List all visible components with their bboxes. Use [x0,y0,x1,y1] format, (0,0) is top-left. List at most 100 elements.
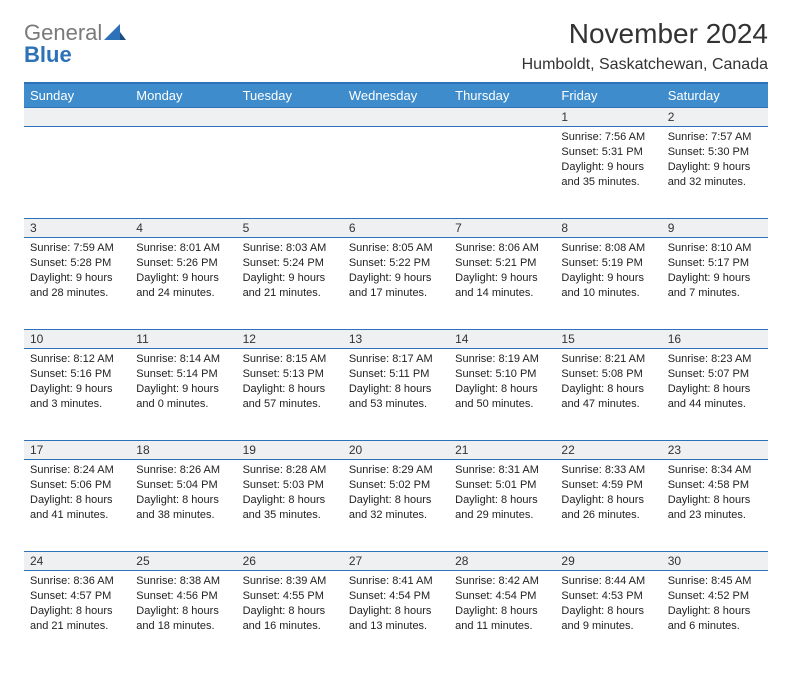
day-cell: Sunrise: 8:01 AMSunset: 5:26 PMDaylight:… [130,238,236,330]
day-cell: Sunrise: 8:42 AMSunset: 4:54 PMDaylight:… [449,571,555,663]
content-row: Sunrise: 8:36 AMSunset: 4:57 PMDaylight:… [24,571,768,663]
header: GeneralBlue November 2024 Humboldt, Sask… [24,18,768,74]
daylight-text: Daylight: 8 hours and 41 minutes. [30,493,124,523]
day-number [130,108,236,127]
daylight-text: Daylight: 9 hours and 32 minutes. [668,160,762,190]
daylight-text: Daylight: 8 hours and 44 minutes. [668,382,762,412]
sunrise-text: Sunrise: 8:24 AM [30,463,124,478]
day-cell: Sunrise: 8:28 AMSunset: 5:03 PMDaylight:… [237,460,343,552]
day-number: 30 [662,552,768,571]
daylight-text: Daylight: 8 hours and 38 minutes. [136,493,230,523]
day-cell: Sunrise: 8:29 AMSunset: 5:02 PMDaylight:… [343,460,449,552]
daylight-text: Daylight: 8 hours and 35 minutes. [243,493,337,523]
daynum-row: 10111213141516 [24,330,768,349]
sunset-text: Sunset: 4:54 PM [349,589,443,604]
sunrise-text: Sunrise: 8:12 AM [30,352,124,367]
day-header-row: Sunday Monday Tuesday Wednesday Thursday… [24,83,768,108]
daylight-text: Daylight: 9 hours and 3 minutes. [30,382,124,412]
day-cell: Sunrise: 8:06 AMSunset: 5:21 PMDaylight:… [449,238,555,330]
day-header: Tuesday [237,83,343,108]
calendar-table: Sunday Monday Tuesday Wednesday Thursday… [24,82,768,663]
daylight-text: Daylight: 9 hours and 14 minutes. [455,271,549,301]
day-number: 28 [449,552,555,571]
day-cell: Sunrise: 8:41 AMSunset: 4:54 PMDaylight:… [343,571,449,663]
day-cell: Sunrise: 8:19 AMSunset: 5:10 PMDaylight:… [449,349,555,441]
day-number: 16 [662,330,768,349]
daylight-text: Daylight: 8 hours and 53 minutes. [349,382,443,412]
day-cell: Sunrise: 7:56 AMSunset: 5:31 PMDaylight:… [555,127,661,219]
sunrise-text: Sunrise: 8:08 AM [561,241,655,256]
daylight-text: Daylight: 9 hours and 21 minutes. [243,271,337,301]
daylight-text: Daylight: 9 hours and 0 minutes. [136,382,230,412]
sunrise-text: Sunrise: 8:10 AM [668,241,762,256]
day-number: 6 [343,219,449,238]
sunrise-text: Sunrise: 8:29 AM [349,463,443,478]
daylight-text: Daylight: 8 hours and 57 minutes. [243,382,337,412]
sunset-text: Sunset: 5:19 PM [561,256,655,271]
day-cell: Sunrise: 8:24 AMSunset: 5:06 PMDaylight:… [24,460,130,552]
sunset-text: Sunset: 5:02 PM [349,478,443,493]
daylight-text: Daylight: 9 hours and 10 minutes. [561,271,655,301]
sunrise-text: Sunrise: 8:05 AM [349,241,443,256]
sunrise-text: Sunrise: 8:14 AM [136,352,230,367]
sunset-text: Sunset: 5:30 PM [668,145,762,160]
daynum-row: 17181920212223 [24,441,768,460]
sunset-text: Sunset: 5:07 PM [668,367,762,382]
sunset-text: Sunset: 4:57 PM [30,589,124,604]
day-number: 22 [555,441,661,460]
sunset-text: Sunset: 5:16 PM [30,367,124,382]
sunrise-text: Sunrise: 8:06 AM [455,241,549,256]
day-cell: Sunrise: 8:23 AMSunset: 5:07 PMDaylight:… [662,349,768,441]
sunset-text: Sunset: 5:03 PM [243,478,337,493]
sunset-text: Sunset: 4:53 PM [561,589,655,604]
sunset-text: Sunset: 5:21 PM [455,256,549,271]
daylight-text: Daylight: 8 hours and 18 minutes. [136,604,230,634]
daylight-text: Daylight: 8 hours and 50 minutes. [455,382,549,412]
sunrise-text: Sunrise: 8:26 AM [136,463,230,478]
day-number: 25 [130,552,236,571]
day-number: 8 [555,219,661,238]
day-number [237,108,343,127]
sunset-text: Sunset: 4:56 PM [136,589,230,604]
daynum-row: 3456789 [24,219,768,238]
day-number: 14 [449,330,555,349]
day-number: 15 [555,330,661,349]
day-number [449,108,555,127]
sunrise-text: Sunrise: 8:03 AM [243,241,337,256]
logo: GeneralBlue [24,22,126,66]
day-header: Friday [555,83,661,108]
sunrise-text: Sunrise: 8:19 AM [455,352,549,367]
day-cell: Sunrise: 7:57 AMSunset: 5:30 PMDaylight:… [662,127,768,219]
day-number: 9 [662,219,768,238]
logo-word-blue: Blue [24,42,72,67]
day-cell: Sunrise: 8:26 AMSunset: 5:04 PMDaylight:… [130,460,236,552]
day-header: Thursday [449,83,555,108]
day-number: 7 [449,219,555,238]
day-cell: Sunrise: 8:12 AMSunset: 5:16 PMDaylight:… [24,349,130,441]
sunset-text: Sunset: 4:52 PM [668,589,762,604]
day-header: Sunday [24,83,130,108]
daylight-text: Daylight: 8 hours and 29 minutes. [455,493,549,523]
daylight-text: Daylight: 8 hours and 32 minutes. [349,493,443,523]
day-header: Monday [130,83,236,108]
sunrise-text: Sunrise: 8:15 AM [243,352,337,367]
daylight-text: Daylight: 8 hours and 6 minutes. [668,604,762,634]
sunrise-text: Sunrise: 8:31 AM [455,463,549,478]
sunset-text: Sunset: 4:58 PM [668,478,762,493]
day-cell: Sunrise: 8:10 AMSunset: 5:17 PMDaylight:… [662,238,768,330]
day-number: 18 [130,441,236,460]
daylight-text: Daylight: 8 hours and 13 minutes. [349,604,443,634]
sunrise-text: Sunrise: 8:38 AM [136,574,230,589]
day-number [343,108,449,127]
day-cell: Sunrise: 7:59 AMSunset: 5:28 PMDaylight:… [24,238,130,330]
day-number: 11 [130,330,236,349]
sunrise-text: Sunrise: 8:45 AM [668,574,762,589]
day-cell: Sunrise: 8:33 AMSunset: 4:59 PMDaylight:… [555,460,661,552]
sunset-text: Sunset: 5:31 PM [561,145,655,160]
sunrise-text: Sunrise: 8:42 AM [455,574,549,589]
sunrise-text: Sunrise: 8:33 AM [561,463,655,478]
day-number: 13 [343,330,449,349]
daylight-text: Daylight: 8 hours and 9 minutes. [561,604,655,634]
content-row: Sunrise: 8:24 AMSunset: 5:06 PMDaylight:… [24,460,768,552]
day-number: 4 [130,219,236,238]
